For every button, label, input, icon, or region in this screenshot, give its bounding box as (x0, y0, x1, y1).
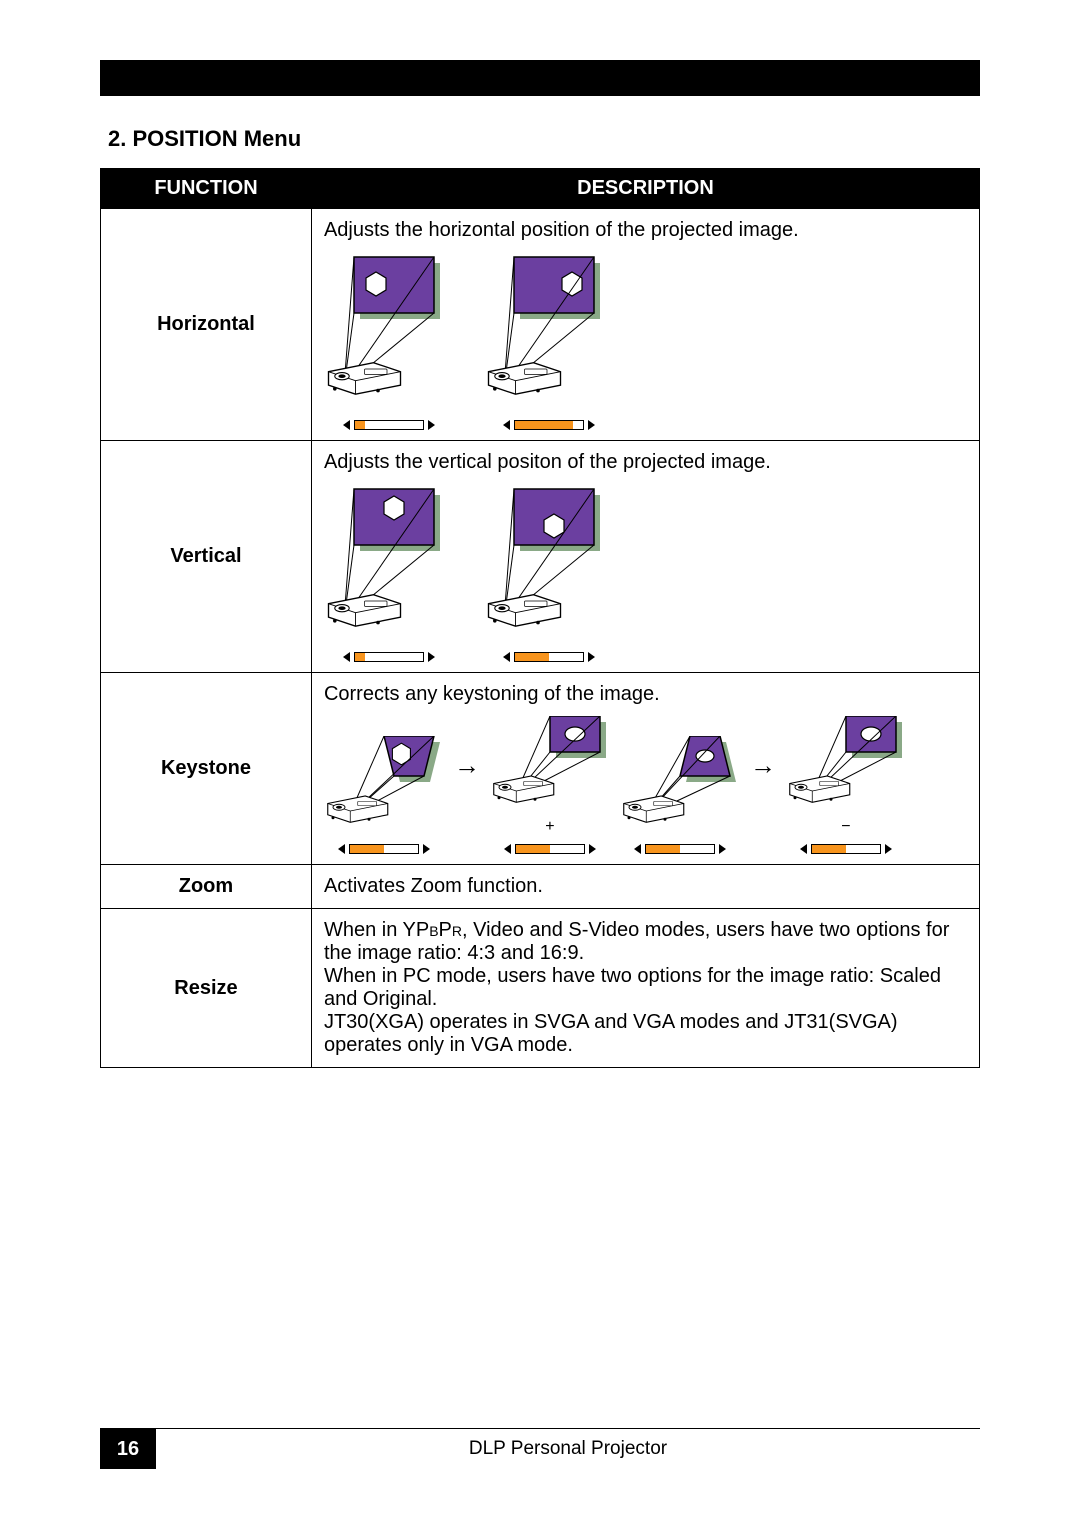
resize-line-2: JT30(XGA) operates in SVGA and VGA modes… (324, 1011, 967, 1057)
slider-track (514, 652, 584, 662)
projection-diagram-icon (324, 252, 454, 412)
slider (504, 844, 596, 854)
func-zoom: Zoom (101, 865, 312, 909)
triangle-left-icon (503, 420, 510, 430)
triangle-right-icon (588, 420, 595, 430)
slider-track (354, 652, 424, 662)
desc-resize: When in YPbPr, Video and S-Video modes, … (311, 909, 979, 1068)
diagrams-keystone: → (324, 716, 967, 854)
func-keystone: Keystone (101, 673, 312, 865)
slider-fill (515, 653, 549, 661)
table-header-row: FUNCTION DESCRIPTION (101, 169, 980, 209)
page: 2. POSITION Menu FUNCTION DESCRIPTION Ho… (0, 0, 1080, 1529)
slider-track (354, 420, 424, 430)
top-black-bar (100, 60, 980, 96)
diagram-unit (484, 252, 614, 430)
slider (343, 420, 435, 430)
triangle-left-icon (634, 844, 641, 854)
triangle-right-icon (885, 844, 892, 854)
desc-vertical: Adjusts the vertical positon of the proj… (311, 441, 979, 673)
diagram-unit (324, 484, 454, 662)
slider-track (515, 844, 585, 854)
diagram-unit (324, 252, 454, 430)
triangle-right-icon (719, 844, 726, 854)
triangle-right-icon (423, 844, 430, 854)
triangle-right-icon (428, 652, 435, 662)
slider-fill (812, 845, 846, 853)
diagram-unit: + (490, 716, 610, 854)
slider (503, 652, 595, 662)
slider-fill (646, 845, 680, 853)
triangle-right-icon (428, 420, 435, 430)
triangle-right-icon (588, 652, 595, 662)
projection-diagram-icon (324, 484, 454, 644)
slider (634, 844, 726, 854)
func-resize: Resize (101, 909, 312, 1068)
desc-text-horizontal: Adjusts the horizontal position of the p… (324, 219, 967, 242)
diagram-unit (324, 736, 444, 854)
row-keystone: Keystone Corrects any keystoning of the … (101, 673, 980, 865)
slider-fill (355, 653, 365, 661)
arrow-right-icon: → (750, 750, 776, 821)
desc-text-vertical: Adjusts the vertical positon of the proj… (324, 451, 967, 474)
diagram-unit (484, 484, 614, 662)
minus-label: − (841, 818, 850, 836)
slider-track (514, 420, 584, 430)
slider-fill (355, 421, 365, 429)
triangle-left-icon (503, 652, 510, 662)
keystone-diagram-icon (786, 716, 906, 816)
projection-diagram-icon (484, 484, 614, 644)
arrow-right-icon: → (454, 750, 480, 821)
diagram-unit: − (786, 716, 906, 854)
resize-line-0: When in YPbPr, Video and S-Video modes, … (324, 919, 967, 965)
desc-keystone: Corrects any keystoning of the image. (311, 673, 979, 865)
desc-horizontal: Adjusts the horizontal position of the p… (311, 209, 979, 441)
slider (338, 844, 430, 854)
keystone-diagram-icon (324, 736, 444, 836)
slider-fill (515, 421, 573, 429)
triangle-left-icon (800, 844, 807, 854)
keystone-diagram-icon (490, 716, 610, 816)
triangle-left-icon (338, 844, 345, 854)
slider (503, 420, 595, 430)
page-number: 16 (100, 1429, 156, 1469)
slider (343, 652, 435, 662)
desc-text-keystone: Corrects any keystoning of the image. (324, 683, 967, 706)
slider-track (811, 844, 881, 854)
page-footer: 16 DLP Personal Projector (100, 1428, 980, 1469)
diagrams-horizontal (324, 252, 967, 430)
row-vertical: Vertical Adjusts the vertical positon of… (101, 441, 980, 673)
slider-track (349, 844, 419, 854)
slider-track (645, 844, 715, 854)
header-description: DESCRIPTION (311, 169, 979, 209)
triangle-right-icon (589, 844, 596, 854)
row-resize: Resize When in YPbPr, Video and S-Video … (101, 909, 980, 1068)
diagram-unit (620, 736, 740, 854)
projection-diagram-icon (484, 252, 614, 412)
slider (800, 844, 892, 854)
header-function: FUNCTION (101, 169, 312, 209)
resize-line-1: When in PC mode, users have two options … (324, 965, 967, 1011)
row-horizontal: Horizontal Adjusts the horizontal positi… (101, 209, 980, 441)
func-horizontal: Horizontal (101, 209, 312, 441)
triangle-left-icon (343, 420, 350, 430)
triangle-left-icon (343, 652, 350, 662)
slider-fill (516, 845, 550, 853)
position-menu-table: FUNCTION DESCRIPTION Horizontal Adjusts … (100, 168, 980, 1068)
plus-label: + (545, 818, 554, 836)
func-vertical: Vertical (101, 441, 312, 673)
footer-title: DLP Personal Projector (156, 1438, 980, 1460)
keystone-diagram-icon (620, 736, 740, 836)
section-title: 2. POSITION Menu (108, 126, 980, 152)
slider-fill (350, 845, 384, 853)
row-zoom: Zoom Activates Zoom function. (101, 865, 980, 909)
triangle-left-icon (504, 844, 511, 854)
diagrams-vertical (324, 484, 967, 662)
desc-zoom: Activates Zoom function. (311, 865, 979, 909)
